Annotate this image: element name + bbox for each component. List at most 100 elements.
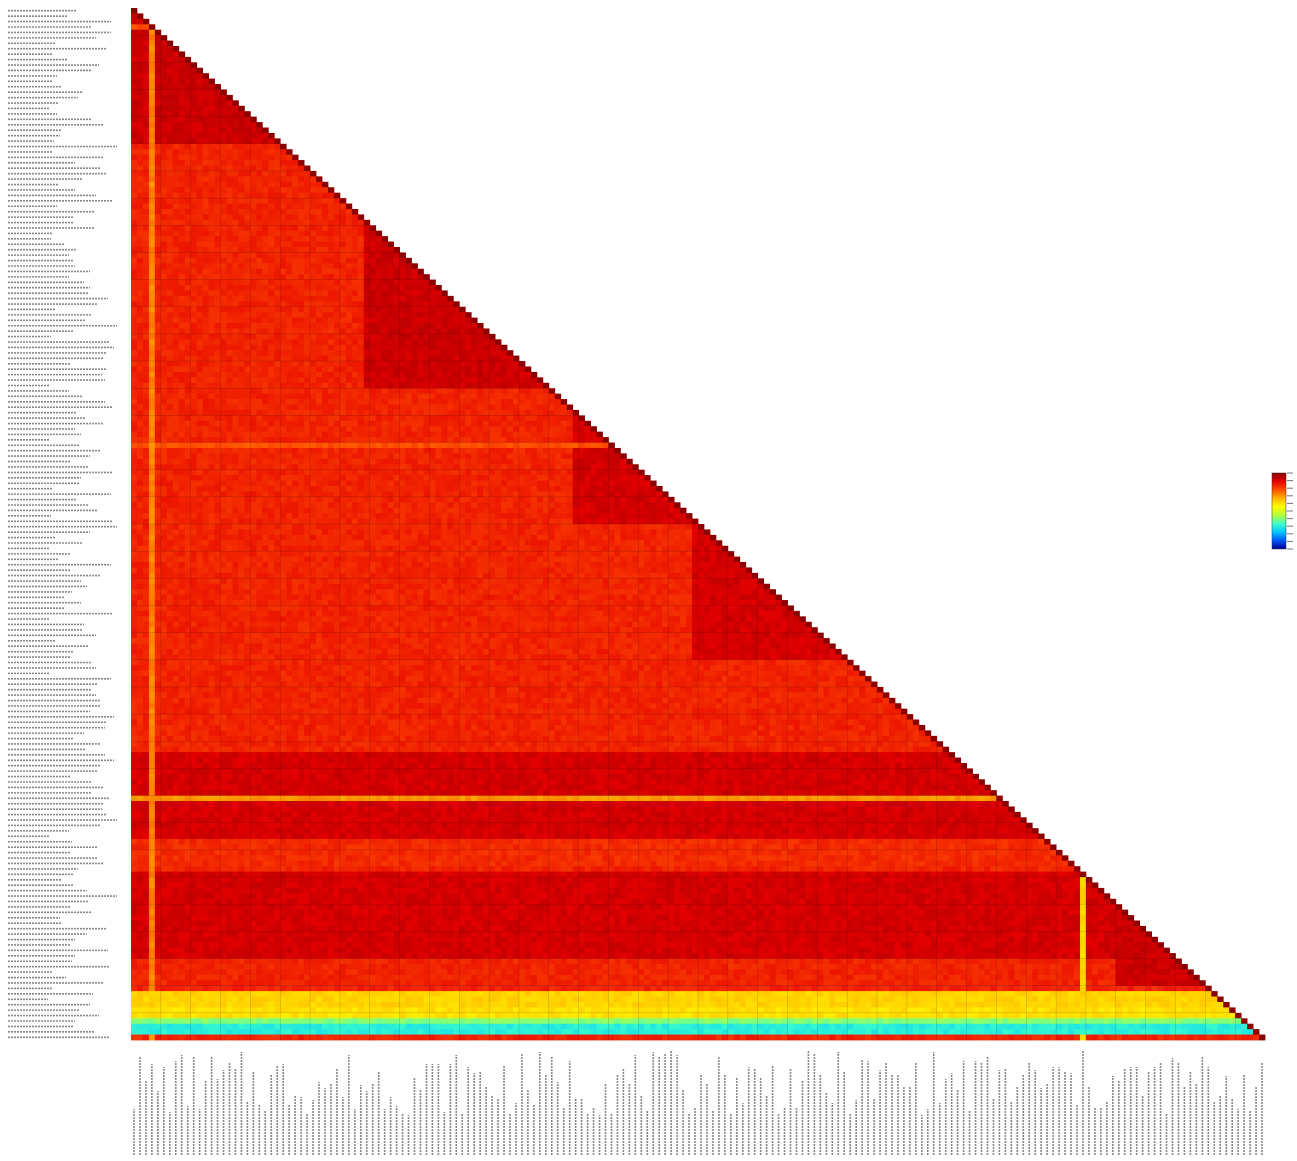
heatmap-cell [590,518,597,525]
heatmap-cell [339,431,347,438]
heatmap-cell [560,524,568,530]
heatmap-cell [256,393,263,400]
heatmap-cell [405,301,412,308]
heatmap-cell [560,404,568,411]
heatmap-cell [524,529,532,536]
heatmap-cell [548,464,556,471]
heatmap-cell [369,225,377,232]
heatmap-cell [423,355,430,362]
heatmap-cell [190,323,198,329]
heatmap-cell [220,122,227,128]
heatmap-cell [190,333,198,340]
heatmap-cell [160,442,168,449]
heatmap-cell [172,252,180,259]
heatmap-cell [501,475,508,481]
heatmap-cell [614,480,621,487]
heatmap-cell [208,518,215,525]
heatmap-cell [232,312,239,318]
heatmap-cell [327,491,335,498]
heatmap-cell [280,458,287,465]
heatmap-cell [292,344,299,351]
heatmap-cell [447,377,454,384]
heatmap-cell [608,485,615,492]
heatmap-cell [172,431,180,438]
heatmap-cell [668,540,675,547]
heatmap-cell [208,263,215,270]
heatmap-cell [411,285,418,291]
heatmap-cell [172,73,180,80]
heatmap-cell [202,138,209,145]
heatmap-cell [584,502,591,509]
heatmap-cell [351,301,359,308]
heatmap-cell [316,442,323,449]
heatmap-cell [453,388,460,395]
heatmap-cell [232,540,239,547]
heatmap-cell [477,513,484,519]
heatmap-cell [131,192,138,199]
heatmap-cell [214,295,221,302]
heatmap-cell [136,252,144,259]
heatmap-cell [190,268,198,275]
heatmap-cell [483,507,490,514]
heatmap-cell [518,382,526,389]
heatmap-cell [136,464,144,471]
heatmap-cell [208,89,215,96]
heatmap-cell [501,469,508,476]
heatmap-cell [142,285,150,291]
heatmap-cell [262,236,269,242]
heatmap-cell [250,524,257,530]
heatmap-cell [178,274,186,280]
heatmap-cell [304,279,311,286]
heatmap-cell [375,344,383,351]
heatmap-cell [262,198,269,204]
heatmap-cell [512,518,520,525]
heatmap-cell [280,534,287,541]
heatmap-cell [160,301,168,308]
heatmap-cell [238,317,245,324]
heatmap-cell [280,502,287,509]
heatmap-cell [327,285,335,291]
heatmap-cell [411,317,418,324]
heatmap-cell [196,143,204,150]
heatmap-cell [286,453,293,460]
heatmap-cell [339,252,347,259]
heatmap-cell [310,437,317,443]
heatmap-cell [148,475,156,481]
heatmap-cell [411,513,418,519]
heatmap-cell [262,127,269,134]
heatmap-cell [339,198,347,204]
heatmap-cell [148,274,156,280]
heatmap-cell [507,513,514,519]
heatmap-cell [304,464,311,471]
heatmap-cell [250,176,257,183]
heatmap-cell [369,437,377,443]
heatmap-cell [131,323,138,329]
heatmap-cell [256,165,263,172]
heatmap-cell [321,187,329,194]
heatmap-cell [638,529,645,536]
heatmap-cell [226,529,233,536]
heatmap-cell [363,518,371,525]
heatmap-cell [178,415,186,422]
heatmap-cell [268,524,275,530]
heatmap-cell [298,187,305,194]
heatmap-cell [298,491,305,498]
heatmap-cell [196,453,204,460]
heatmap-cell [429,371,436,378]
heatmap-cell [507,377,514,384]
heatmap-cell [501,426,508,433]
heatmap-cell [172,545,180,552]
heatmap-cell [548,534,556,541]
heatmap-cell [393,285,400,291]
heatmap-cell [244,426,251,433]
heatmap-cell [357,355,365,362]
heatmap-cell [214,301,221,308]
heatmap-cell [136,453,144,460]
heatmap-cell [166,393,174,400]
heatmap-cell [602,464,609,471]
heatmap-cell [262,458,269,465]
heatmap-cell [387,502,395,509]
heatmap-cell [345,344,353,351]
heatmap-cell [327,317,335,324]
heatmap-cell [298,502,305,509]
